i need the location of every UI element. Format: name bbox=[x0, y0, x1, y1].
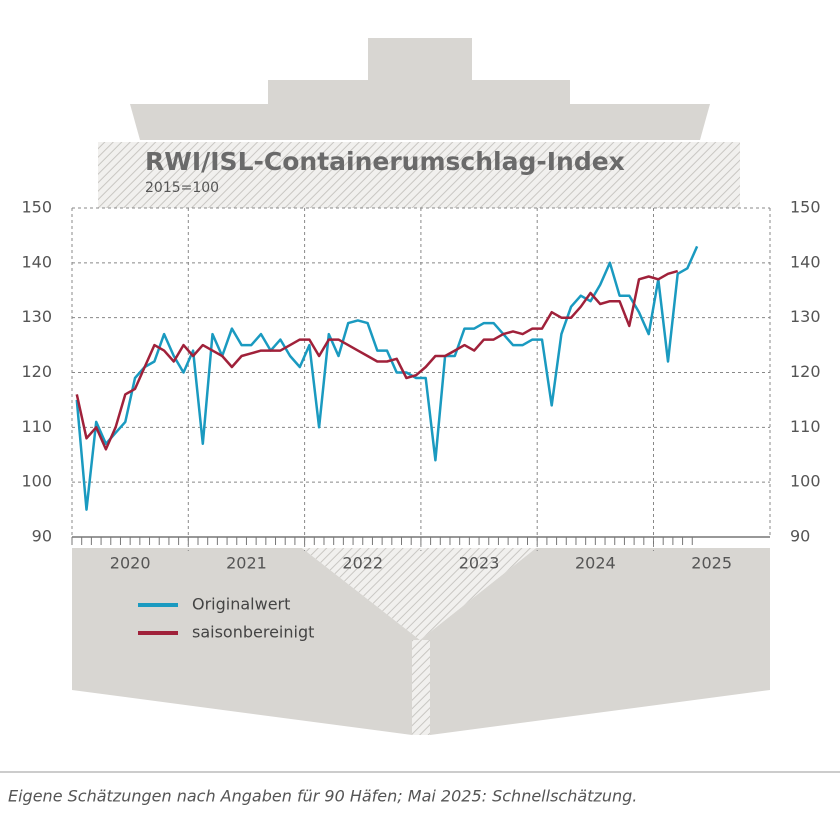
y2-tick-label: 120 bbox=[790, 362, 821, 381]
y-tick-label: 150 bbox=[21, 198, 52, 217]
chart-subtitle: 2015=100 bbox=[145, 180, 219, 196]
y2-tick-label: 140 bbox=[790, 252, 821, 271]
y-tick-label: 130 bbox=[21, 307, 52, 326]
x-group-label: 2022 bbox=[342, 554, 383, 573]
x-group-label: 2023 bbox=[459, 554, 500, 573]
y-tick-label: 100 bbox=[21, 472, 52, 491]
y-tick-label: 90 bbox=[32, 527, 52, 546]
x-group-label: 2025 bbox=[691, 554, 732, 573]
series-line bbox=[75, 269, 679, 451]
x-group-label: 2024 bbox=[575, 554, 616, 573]
x-group-label: 2020 bbox=[110, 554, 151, 573]
y2-tick-label: 130 bbox=[790, 307, 821, 326]
y-tick-label: 110 bbox=[21, 417, 52, 436]
y2-tick-label: 150 bbox=[790, 198, 821, 217]
y2-tick-label: 90 bbox=[790, 527, 810, 546]
y2-tick-label: 100 bbox=[790, 472, 821, 491]
legend-label: saisonbereinigt bbox=[192, 623, 314, 642]
legend-label: Originalwert bbox=[192, 595, 290, 614]
y-tick-label: 140 bbox=[21, 252, 52, 271]
ship-decoration bbox=[72, 38, 770, 735]
chart-title: RWI/ISL-Containerumschlag-Index bbox=[145, 147, 625, 176]
x-group-label: 2021 bbox=[226, 554, 267, 573]
y-tick-label: 120 bbox=[21, 362, 52, 381]
y2-tick-label: 110 bbox=[790, 417, 821, 436]
footnote: Eigene Schätzungen nach Angaben für 90 H… bbox=[8, 787, 637, 806]
